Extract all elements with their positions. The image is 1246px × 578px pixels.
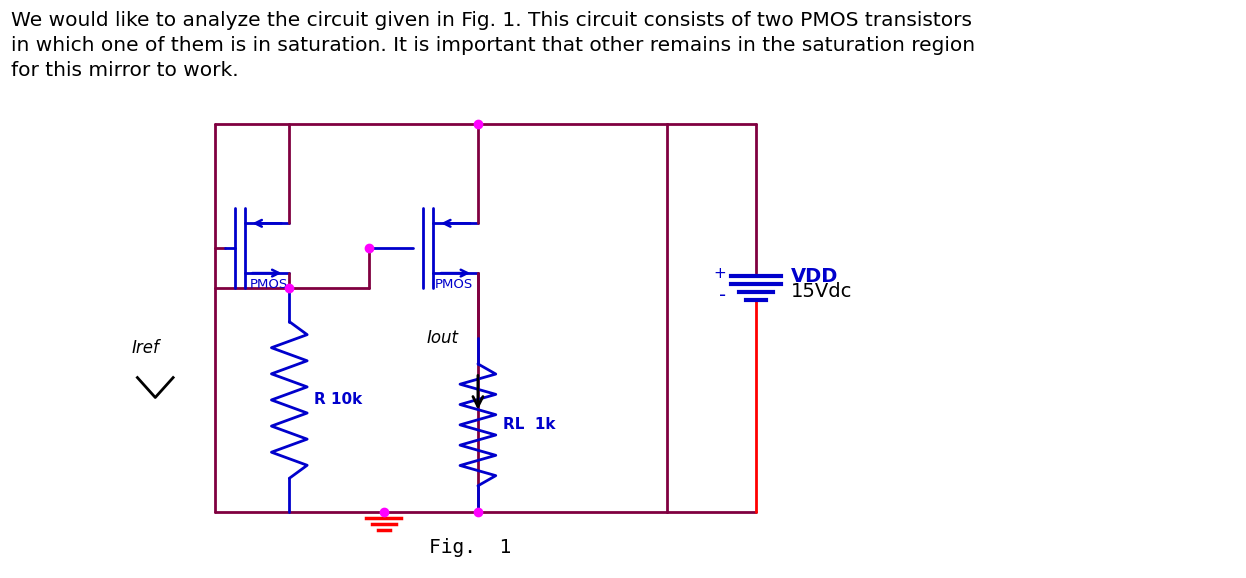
Text: RL  1k: RL 1k bbox=[502, 417, 556, 432]
Text: for this mirror to work.: for this mirror to work. bbox=[11, 61, 239, 80]
Text: Fig.  1: Fig. 1 bbox=[430, 538, 512, 557]
Text: PMOS: PMOS bbox=[249, 278, 288, 291]
Text: VDD: VDD bbox=[791, 266, 839, 286]
Text: R 10k: R 10k bbox=[314, 392, 363, 407]
Text: PMOS: PMOS bbox=[435, 278, 473, 291]
Text: We would like to analyze the circuit given in Fig. 1. This circuit consists of t: We would like to analyze the circuit giv… bbox=[11, 12, 972, 30]
Text: +: + bbox=[714, 265, 726, 280]
Text: in which one of them is in saturation. It is important that other remains in the: in which one of them is in saturation. I… bbox=[11, 36, 976, 55]
Text: Iref: Iref bbox=[131, 339, 159, 357]
Text: Iout: Iout bbox=[426, 329, 459, 347]
Text: -: - bbox=[719, 287, 726, 305]
Text: 15Vdc: 15Vdc bbox=[791, 283, 852, 302]
